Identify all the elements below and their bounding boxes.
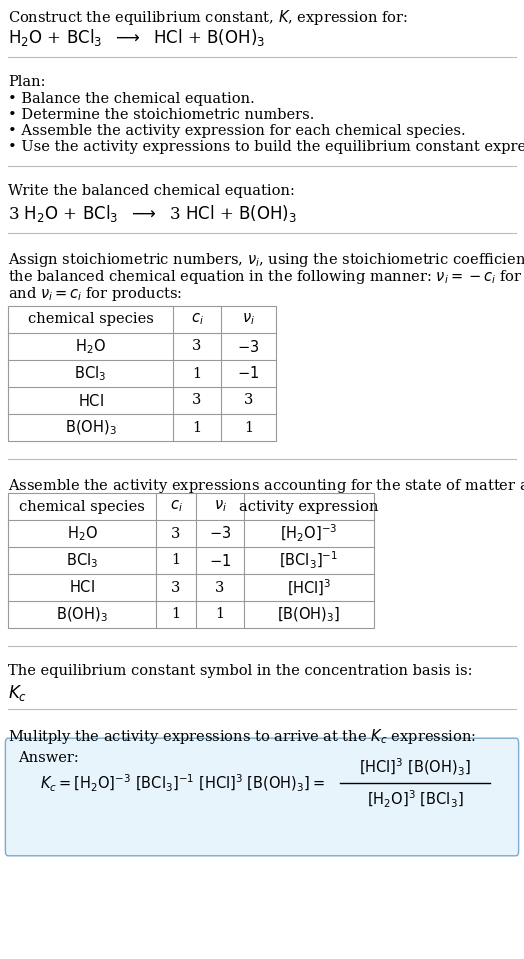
Text: $[\mathrm{B(OH)_3}]$: $[\mathrm{B(OH)_3}]$ [277,605,341,623]
Text: Mulitply the activity expressions to arrive at the $K_c$ expression:: Mulitply the activity expressions to arr… [8,727,476,746]
Text: $\mathrm{BCl_3}$: $\mathrm{BCl_3}$ [66,551,98,570]
Text: Plan:: Plan: [8,75,46,89]
Text: $\mathrm{B(OH)_3}$: $\mathrm{B(OH)_3}$ [64,418,116,436]
Text: $[\mathrm{BCl_3}]^{-1}$: $[\mathrm{BCl_3}]^{-1}$ [279,550,339,571]
Text: activity expression: activity expression [239,500,379,513]
Bar [8,306,276,441]
Text: $[\mathrm{HCl}]^3$: $[\mathrm{HCl}]^3$ [287,577,331,597]
Text: $[\mathrm{H_2O}]^{-3}$: $[\mathrm{H_2O}]^{-3}$ [280,523,337,544]
Text: 3: 3 [244,393,253,408]
Bar [8,493,374,628]
Text: Construct the equilibrium constant, $K$, expression for:: Construct the equilibrium constant, $K$,… [8,8,408,27]
Text: $-3$: $-3$ [209,526,231,542]
Text: $-1$: $-1$ [209,552,231,569]
Text: 3: 3 [171,526,181,541]
Text: Assemble the activity expressions accounting for the state of matter and $\nu_i$: Assemble the activity expressions accoun… [8,477,524,495]
Text: $\mathrm{BCl_3}$: $\mathrm{BCl_3}$ [74,364,106,383]
Text: Write the balanced chemical equation:: Write the balanced chemical equation: [8,184,295,198]
Text: 3: 3 [192,393,202,408]
Text: $K_c = [\mathrm{H_2O}]^{-3}\ [\mathrm{BCl_3}]^{-1}\ [\mathrm{HCl}]^3\ [\mathrm{B: $K_c = [\mathrm{H_2O}]^{-3}\ [\mathrm{BC… [40,772,325,793]
Text: Assign stoichiometric numbers, $\nu_i$, using the stoichiometric coefficients, $: Assign stoichiometric numbers, $\nu_i$, … [8,251,524,269]
Text: chemical species: chemical species [19,500,145,513]
Text: • Use the activity expressions to build the equilibrium constant expression.: • Use the activity expressions to build … [8,140,524,154]
Text: 3: 3 [171,580,181,595]
Text: 1: 1 [244,420,253,434]
Text: 1: 1 [215,607,225,621]
Text: • Assemble the activity expression for each chemical species.: • Assemble the activity expression for e… [8,124,466,138]
FancyBboxPatch shape [5,738,519,855]
Text: Answer:: Answer: [18,751,79,765]
Text: $K_c$: $K_c$ [8,683,27,703]
Text: $c_i$: $c_i$ [191,312,203,327]
Text: $-3$: $-3$ [237,339,259,355]
Text: the balanced chemical equation in the following manner: $\nu_i = -c_i$ for react: the balanced chemical equation in the fo… [8,268,524,286]
Text: 1: 1 [192,366,202,381]
Text: 3 $\mathrm{H_2O}$ + $\mathrm{BCl_3}$  $\longrightarrow$  3 $\mathrm{HCl}$ + $\ma: 3 $\mathrm{H_2O}$ + $\mathrm{BCl_3}$ $\l… [8,203,297,224]
Text: • Balance the chemical equation.: • Balance the chemical equation. [8,92,255,106]
Text: 3: 3 [192,339,202,354]
Text: $\mathrm{H_2O}$: $\mathrm{H_2O}$ [67,525,97,543]
Text: $\mathrm{H_2O}$ + $\mathrm{BCl_3}$  $\longrightarrow$  $\mathrm{HCl}$ + $\mathrm: $\mathrm{H_2O}$ + $\mathrm{BCl_3}$ $\lon… [8,27,265,48]
Text: $-1$: $-1$ [237,365,259,382]
Text: and $\nu_i = c_i$ for products:: and $\nu_i = c_i$ for products: [8,285,182,303]
Text: $c_i$: $c_i$ [170,499,182,514]
Text: $\mathrm{B(OH)_3}$: $\mathrm{B(OH)_3}$ [56,605,108,623]
Text: $\mathrm{HCl}$: $\mathrm{HCl}$ [78,392,103,409]
Text: • Determine the stoichiometric numbers.: • Determine the stoichiometric numbers. [8,108,314,122]
Text: 1: 1 [192,420,202,434]
Text: 3: 3 [215,580,225,595]
Text: $\nu_i$: $\nu_i$ [213,499,226,514]
Text: $[\mathrm{HCl}]^3\ [\mathrm{B(OH)_3}]$: $[\mathrm{HCl}]^3\ [\mathrm{B(OH)_3}]$ [359,757,471,778]
Text: $\mathrm{H_2O}$: $\mathrm{H_2O}$ [75,338,106,356]
Text: The equilibrium constant symbol in the concentration basis is:: The equilibrium constant symbol in the c… [8,664,473,678]
Text: 1: 1 [171,553,181,568]
Text: $[\mathrm{H_2O}]^3\ [\mathrm{BCl_3}]$: $[\mathrm{H_2O}]^3\ [\mathrm{BCl_3}]$ [367,788,463,809]
Text: $\mathrm{HCl}$: $\mathrm{HCl}$ [69,579,95,596]
Text: $\nu_i$: $\nu_i$ [242,312,255,327]
Text: 1: 1 [171,607,181,621]
Text: chemical species: chemical species [28,313,154,326]
